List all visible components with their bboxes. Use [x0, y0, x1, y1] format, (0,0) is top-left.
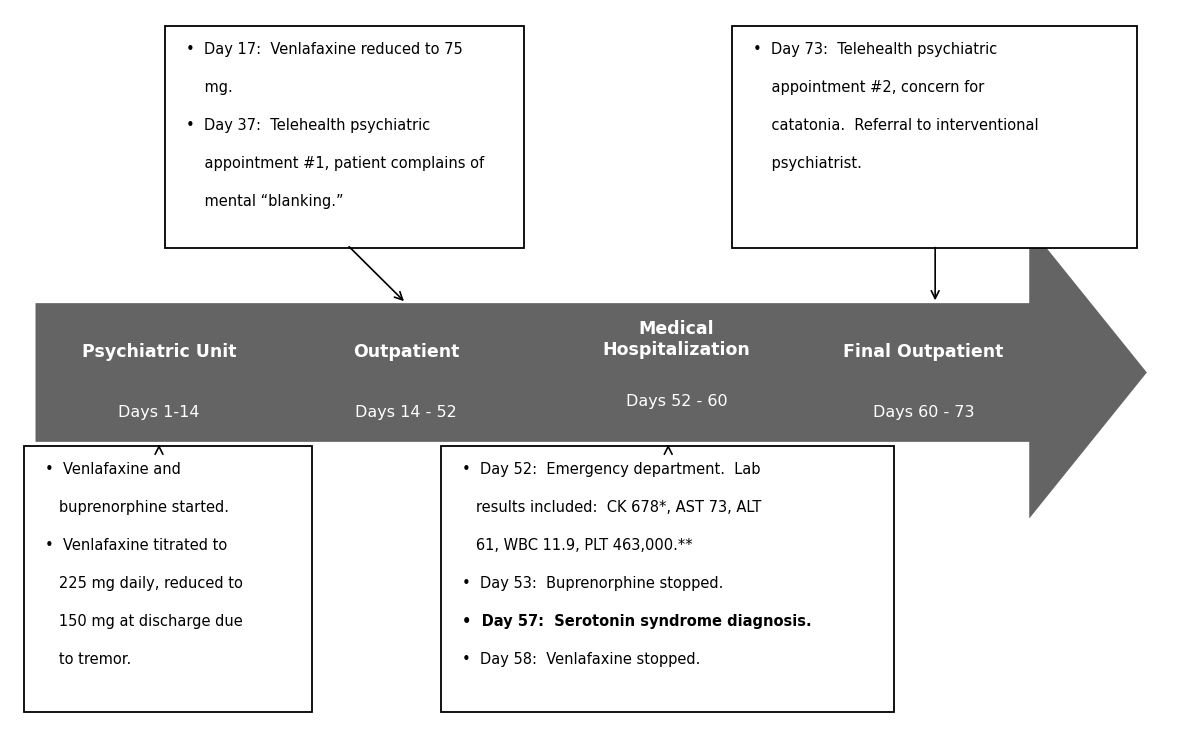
Text: Days 14 - 52: Days 14 - 52: [355, 405, 457, 420]
Text: •  Day 73:  Telehealth psychiatric: • Day 73: Telehealth psychiatric: [752, 42, 997, 57]
Text: appointment #2, concern for: appointment #2, concern for: [752, 80, 984, 95]
Text: •  Venlafaxine titrated to: • Venlafaxine titrated to: [44, 538, 227, 554]
Text: psychiatrist.: psychiatrist.: [752, 156, 862, 171]
Text: Final Outpatient: Final Outpatient: [844, 343, 1003, 361]
FancyBboxPatch shape: [164, 26, 523, 248]
Text: mental “blanking.”: mental “blanking.”: [186, 194, 343, 209]
Text: Days 52 - 60: Days 52 - 60: [625, 394, 727, 409]
Text: buprenorphine started.: buprenorphine started.: [44, 501, 229, 516]
Text: Psychiatric Unit: Psychiatric Unit: [82, 343, 236, 361]
Text: •  Day 58:  Venlafaxine stopped.: • Day 58: Venlafaxine stopped.: [462, 652, 701, 667]
Text: Medical
Hospitalization: Medical Hospitalization: [602, 320, 750, 359]
Text: catatonia.  Referral to interventional: catatonia. Referral to interventional: [752, 118, 1038, 133]
Text: Days 1-14: Days 1-14: [119, 405, 199, 420]
Text: to tremor.: to tremor.: [44, 652, 131, 667]
FancyBboxPatch shape: [442, 446, 894, 712]
Text: 61, WBC 11.9, PLT 463,000.**: 61, WBC 11.9, PLT 463,000.**: [462, 538, 694, 554]
Text: appointment #1, patient complains of: appointment #1, patient complains of: [186, 156, 484, 171]
Text: 150 mg at discharge due: 150 mg at discharge due: [44, 614, 242, 630]
Text: •  Venlafaxine and: • Venlafaxine and: [44, 463, 181, 478]
Text: •  Day 37:  Telehealth psychiatric: • Day 37: Telehealth psychiatric: [186, 118, 431, 133]
Text: •  Day 17:  Venlafaxine reduced to 75: • Day 17: Venlafaxine reduced to 75: [186, 42, 463, 57]
Text: •  Day 52:  Emergency department.  Lab: • Day 52: Emergency department. Lab: [462, 463, 761, 478]
Polygon shape: [36, 226, 1147, 519]
Text: Days 60 - 73: Days 60 - 73: [872, 405, 974, 420]
Text: 225 mg daily, reduced to: 225 mg daily, reduced to: [44, 576, 242, 592]
Text: •  Day 57:  Serotonin syndrome diagnosis.: • Day 57: Serotonin syndrome diagnosis.: [462, 614, 812, 630]
Text: results included:  CK 678*, AST 73, ALT: results included: CK 678*, AST 73, ALT: [462, 501, 762, 516]
Text: •  Day 53:  Buprenorphine stopped.: • Day 53: Buprenorphine stopped.: [462, 576, 724, 592]
Text: Outpatient: Outpatient: [353, 343, 460, 361]
FancyBboxPatch shape: [24, 446, 312, 712]
FancyBboxPatch shape: [732, 26, 1138, 248]
Text: mg.: mg.: [186, 80, 233, 95]
